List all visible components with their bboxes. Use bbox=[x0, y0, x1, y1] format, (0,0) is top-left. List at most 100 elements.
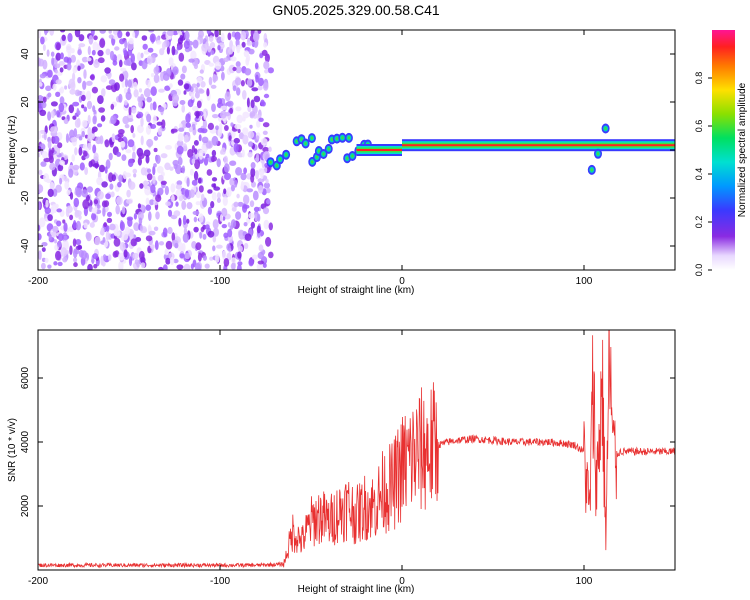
noise-blob bbox=[211, 156, 215, 163]
noise-blob bbox=[257, 185, 264, 194]
noise-blob bbox=[250, 99, 255, 109]
noise-blob bbox=[105, 48, 111, 56]
noise-blob bbox=[253, 32, 260, 42]
noise-blob bbox=[83, 106, 88, 112]
noise-blob bbox=[263, 60, 270, 70]
noise-blob bbox=[108, 30, 112, 34]
noise-blob bbox=[92, 105, 96, 113]
noise-blob bbox=[98, 164, 106, 173]
noise-blob bbox=[232, 85, 237, 92]
noise-blob bbox=[260, 138, 268, 146]
noise-blob bbox=[235, 106, 242, 112]
snr-panel: -200 -100 0 100 2000 4000 6000 Height of strai… bbox=[7, 329, 676, 595]
noise-blob bbox=[152, 175, 156, 184]
noise-blob bbox=[176, 264, 184, 270]
noise-blob bbox=[146, 173, 153, 181]
noise-blob bbox=[161, 119, 166, 129]
noise-blob bbox=[242, 90, 247, 100]
noise-blob bbox=[263, 93, 270, 99]
snr-xlabel: Height of straight line (km) bbox=[298, 584, 415, 595]
noise-blob bbox=[127, 217, 133, 227]
noise-blob bbox=[194, 91, 200, 99]
noise-blob bbox=[77, 77, 82, 84]
noise-blob bbox=[181, 65, 187, 74]
noise-blob bbox=[227, 222, 231, 228]
noise-blob bbox=[212, 74, 219, 82]
noise-blob bbox=[205, 224, 210, 230]
noise-blob bbox=[258, 117, 264, 123]
noise-blob bbox=[229, 40, 234, 50]
noise-blob bbox=[155, 64, 159, 74]
noise-blob bbox=[201, 136, 209, 144]
colorbar: 0.0 0.2 0.4 0.6 0.8 Normalized spectral ampl… bbox=[694, 30, 748, 276]
noise-blob bbox=[119, 73, 125, 82]
noise-blob bbox=[97, 49, 104, 57]
noise-blob bbox=[60, 86, 64, 94]
noise-blob bbox=[192, 210, 200, 216]
noise-blob bbox=[169, 256, 175, 266]
noise-blob bbox=[193, 226, 199, 233]
noise-blob bbox=[56, 110, 60, 118]
noise-blob bbox=[206, 169, 213, 176]
noise-blob bbox=[49, 162, 56, 171]
noise-blob bbox=[155, 154, 161, 164]
noise-blob bbox=[99, 135, 104, 145]
noise-blob bbox=[102, 254, 107, 262]
noise-blob bbox=[206, 88, 210, 97]
noise-blob bbox=[216, 192, 221, 199]
noise-blob bbox=[193, 140, 199, 146]
noise-blob bbox=[48, 150, 54, 160]
noise-blob bbox=[131, 106, 137, 114]
noise-blob bbox=[143, 149, 151, 157]
noise-blob bbox=[246, 41, 253, 46]
noise-blob bbox=[72, 220, 77, 229]
noise-blob bbox=[38, 130, 42, 140]
noise-blob bbox=[263, 150, 270, 161]
noise-blob bbox=[201, 147, 208, 154]
noise-blob bbox=[124, 40, 128, 49]
noise-blob bbox=[124, 78, 129, 88]
noise-blob bbox=[247, 151, 253, 158]
noise-blob bbox=[41, 247, 46, 253]
noise-blob bbox=[66, 189, 71, 196]
noise-blob bbox=[47, 140, 52, 149]
noise-blob bbox=[169, 166, 174, 171]
noise-blob bbox=[189, 189, 195, 198]
noise-blob bbox=[78, 214, 82, 220]
noise-blob bbox=[70, 81, 76, 91]
noise-blob bbox=[178, 217, 182, 227]
noise-blob bbox=[114, 82, 120, 91]
noise-blob bbox=[137, 124, 144, 134]
noise-blob bbox=[241, 149, 245, 158]
colorbar-tick-label: 0.8 bbox=[694, 72, 704, 85]
noise-blob bbox=[97, 57, 105, 64]
noise-blob bbox=[211, 103, 216, 112]
noise-blob bbox=[119, 242, 126, 251]
noise-blob bbox=[176, 45, 181, 51]
noise-blob bbox=[118, 252, 125, 261]
noise-blob bbox=[93, 152, 99, 162]
noise-blob bbox=[43, 131, 47, 141]
noise-blob bbox=[88, 160, 93, 168]
noise-blob bbox=[262, 122, 270, 128]
snr-frame bbox=[37, 329, 676, 571]
noise-blob bbox=[74, 147, 78, 156]
noise-blob bbox=[38, 217, 46, 228]
noise-blob bbox=[257, 213, 261, 222]
noise-blob bbox=[193, 216, 198, 223]
noise-blob bbox=[50, 101, 58, 107]
x-tick-label: -200 bbox=[28, 576, 48, 587]
noise-blob bbox=[209, 256, 214, 261]
noise-blob bbox=[40, 161, 47, 167]
noise-blob bbox=[149, 199, 155, 206]
noise-blob bbox=[62, 256, 68, 263]
noise-blob bbox=[194, 148, 198, 155]
noise-blob bbox=[185, 113, 191, 124]
noise-blob bbox=[140, 167, 147, 176]
noise-blob bbox=[146, 55, 153, 65]
noise-blob bbox=[174, 242, 179, 249]
noise-blob bbox=[103, 222, 107, 228]
noise-blob bbox=[102, 237, 106, 243]
noise-blob bbox=[242, 127, 249, 136]
noise-blob bbox=[115, 204, 120, 215]
